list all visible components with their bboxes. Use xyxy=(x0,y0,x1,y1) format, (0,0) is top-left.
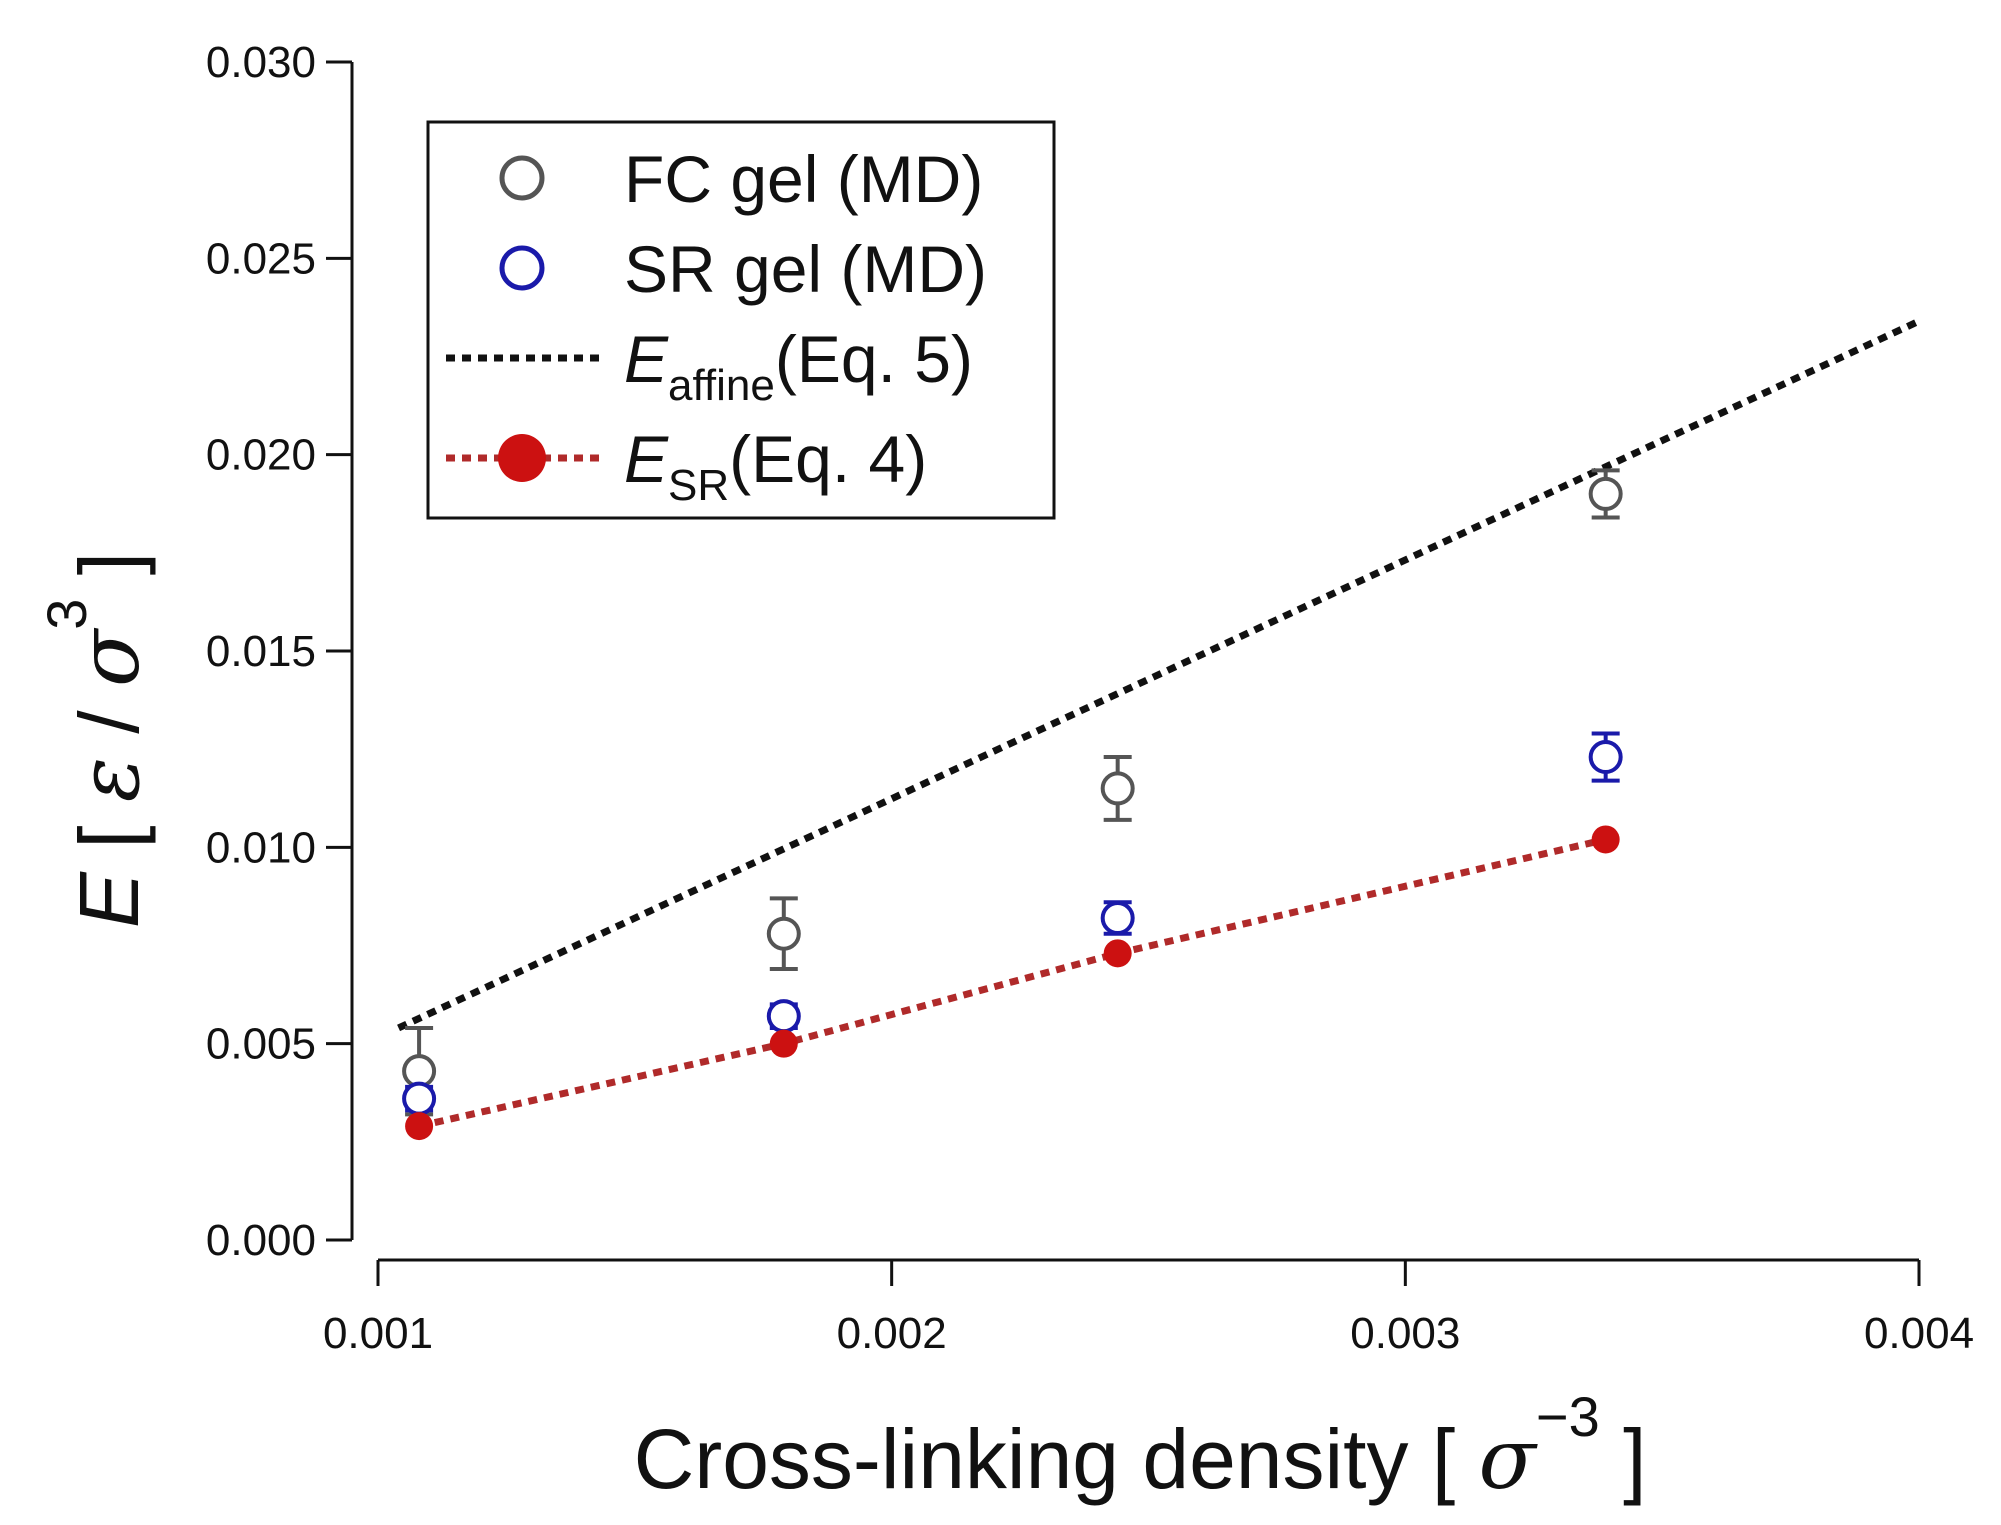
esr-point xyxy=(769,1029,798,1058)
legend-label: Eaffine(Eq. 5) xyxy=(624,322,973,410)
legend-label: SR gel (MD) xyxy=(624,232,987,306)
x-axis-title: Cross-linking density [ σ−3 ] xyxy=(634,1385,1647,1508)
fc-gel-point xyxy=(1100,771,1135,806)
x-tick-label: 0.001 xyxy=(323,1309,433,1358)
plot-area: 0.000 0.005 0.010 0.015 0.020 0.025 0.030 0.001… xyxy=(35,38,1974,1508)
esr-point xyxy=(1103,939,1132,968)
y-tick-label: 0.015 xyxy=(206,627,316,676)
y-tick-label: 0.025 xyxy=(206,234,316,283)
legend-marker xyxy=(499,245,545,291)
sr-gel-point xyxy=(1100,901,1135,936)
esr-point xyxy=(1591,825,1620,854)
sr-gel-point xyxy=(402,1081,437,1116)
x-tick-label: 0.002 xyxy=(837,1309,947,1358)
y-axis-title: E [ ε / σ3 ] xyxy=(35,552,158,928)
legend: FC gel (MD) SR gel (MD) Eaffine(Eq. 5) ESR(… xyxy=(426,120,1056,520)
series-affine-line xyxy=(397,317,1921,1032)
sr-gel-point xyxy=(766,999,801,1034)
fc-gel-point xyxy=(1588,476,1623,511)
y-tick-label: 0.010 xyxy=(206,823,316,872)
legend-label: ESR(Eq. 4) xyxy=(624,422,927,510)
esr-point xyxy=(405,1112,434,1141)
x-tick-label: 0.003 xyxy=(1350,1309,1460,1358)
y-tick-label: 0.030 xyxy=(206,38,316,87)
fc-gel-point xyxy=(766,916,801,951)
y-tick-label: 0.020 xyxy=(206,431,316,480)
x-tick-label: 0.004 xyxy=(1864,1309,1974,1358)
series-esr-line xyxy=(418,836,1607,1130)
sr-gel-point xyxy=(1588,740,1623,775)
legend-label: FC gel (MD) xyxy=(624,142,983,216)
y-tick-label: 0.000 xyxy=(206,1216,316,1265)
legend-marker xyxy=(499,155,545,201)
y-tick-label: 0.005 xyxy=(206,1020,316,1069)
legend-marker-dot xyxy=(498,434,546,482)
